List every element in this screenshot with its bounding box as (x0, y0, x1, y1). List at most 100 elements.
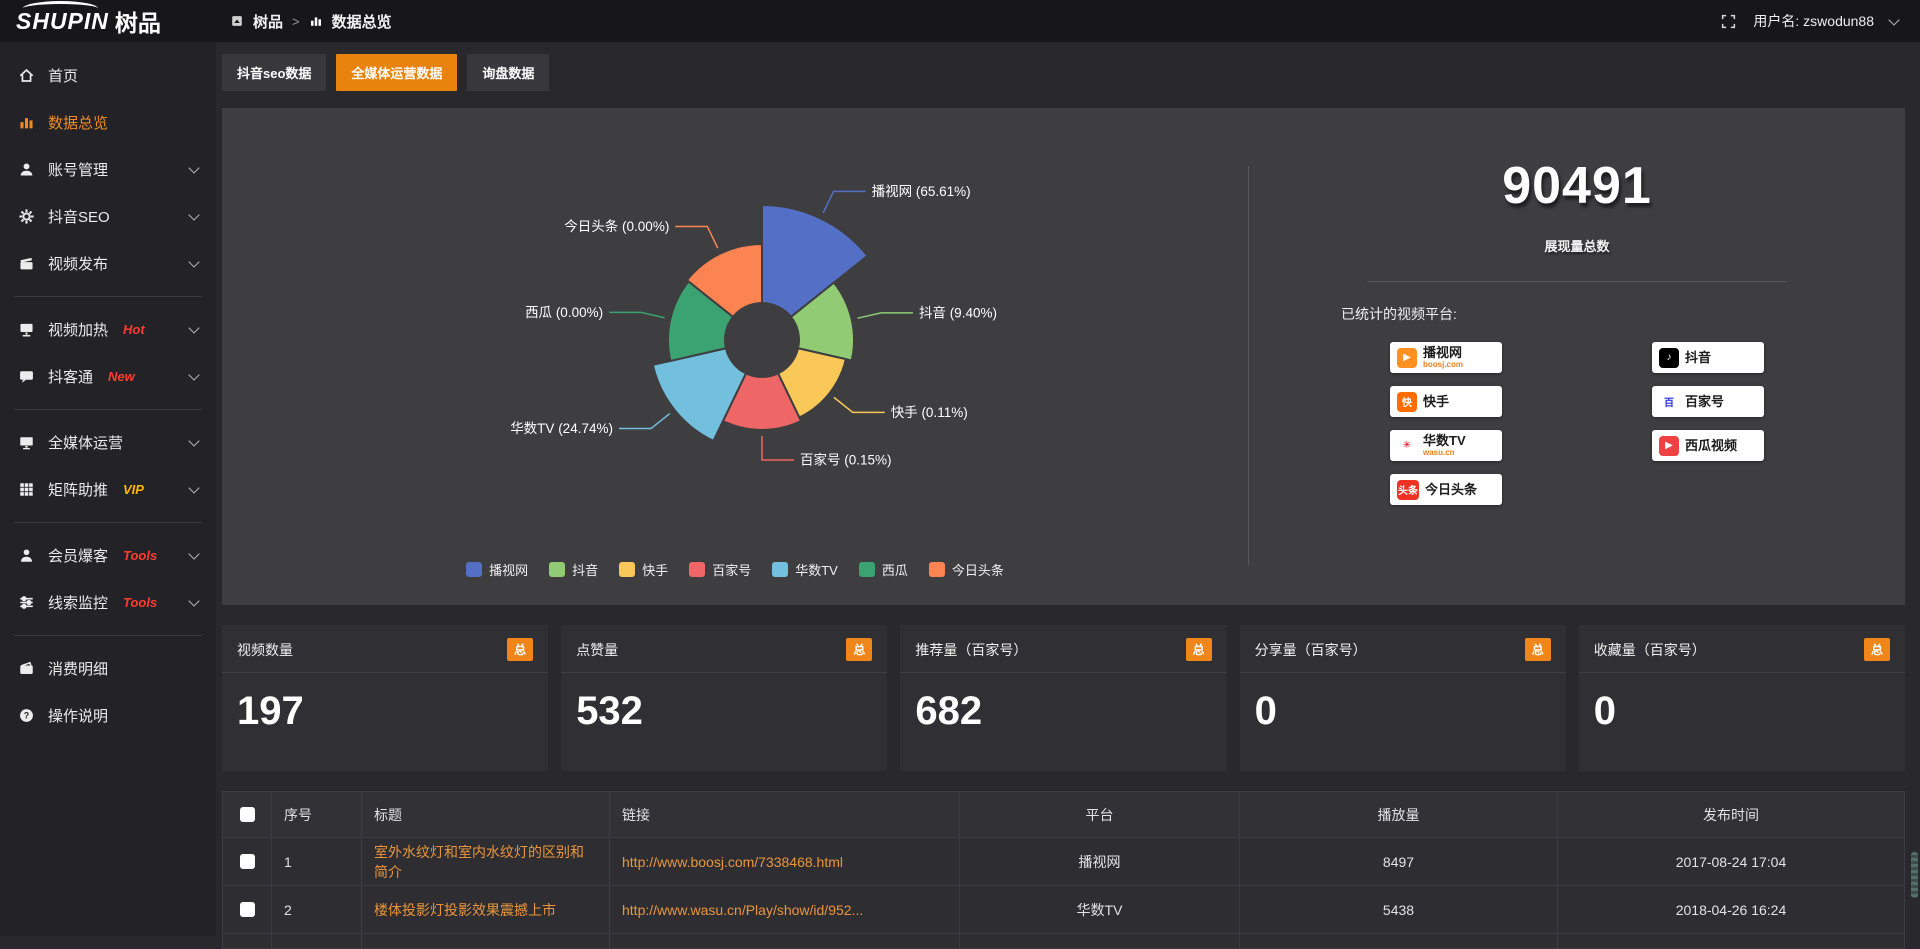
pie-label-line (618, 412, 671, 430)
col-time: 发布时间 (1557, 791, 1905, 838)
total-badge[interactable]: 总 (1863, 638, 1890, 661)
tab-all-media-data[interactable]: 全媒体运营数据 (336, 54, 458, 91)
pie-sector-百家号[interactable] (721, 372, 803, 431)
sidebar-item-label: 消费明细 (48, 661, 109, 678)
platform-column: ▶ 播视网 boosj.com 快快手 ✳ 华数TV wasu.cn 头条 今日头条 (1390, 342, 1502, 505)
col-plays: 播放量 (1239, 791, 1558, 838)
legend-swatch (466, 562, 483, 577)
username-label[interactable]: 用户名: zswodun88 (1753, 13, 1874, 29)
pie-sector-华数TV[interactable] (651, 347, 748, 443)
chevron-down-icon (188, 595, 200, 607)
col-title: 标题 (361, 791, 610, 838)
videos-table: 序号 标题 链接 平台 播放量 发布时间 1 室外水纹灯和室内水纹灯的区别和简介 h… (222, 791, 1905, 949)
topbar: SHUPIN 树品 树品 > 数据总览 用户名: zswodun88 (0, 0, 1920, 42)
pie-sector-抖音[interactable] (789, 281, 855, 362)
total-badge[interactable]: 总 (1524, 638, 1551, 661)
screen-icon (18, 321, 35, 338)
cell-time: 2018-04-26 16:24 (1557, 885, 1905, 934)
legend-item-西瓜[interactable]: 西瓜 (858, 560, 908, 579)
row-checkbox[interactable] (239, 854, 255, 869)
total-impressions-value: 90491 (1502, 157, 1652, 215)
chevron-down-icon[interactable] (1888, 13, 1900, 26)
tab-douyin-seo-data[interactable]: 抖音seo数据 (222, 54, 327, 91)
sidebar-item-douyin-seo[interactable]: 抖音SEO (0, 193, 216, 240)
stat-card-header: 视频数量 总 (222, 625, 549, 673)
pie-label-line (857, 312, 913, 319)
platform-badge-baijiahao[interactable]: 百百家号 (1652, 386, 1764, 417)
legend-item-抖音[interactable]: 抖音 (549, 560, 598, 579)
pie-label-line (822, 190, 866, 214)
sidebar-item-lead-monitor[interactable]: 线索监控 Tools (0, 579, 216, 626)
platform-name: 西瓜视频 (1685, 438, 1738, 453)
platform-badges: ▶ 播视网 boosj.com 快快手 ✳ 华数TV wasu.cn 头条 今日头条 ♪ 抖音百百家… (1249, 342, 1905, 505)
select-all-checkbox[interactable] (239, 807, 255, 822)
chevron-down-icon (188, 322, 200, 334)
platform-badge-toutiao[interactable]: 头条 今日头条 (1390, 474, 1502, 505)
menu-badge: Hot (123, 322, 145, 337)
stat-card-title: 分享量（百家号） (1254, 641, 1367, 658)
platform-badge-wasu[interactable]: ✳ 华数TV wasu.cn (1390, 430, 1502, 461)
cell-link[interactable]: http://www.boosj.com/7338468.html (609, 837, 960, 886)
cell-title[interactable]: 室外水纹灯和室内水纹灯的区别和简介 (361, 837, 610, 886)
breadcrumb-page[interactable]: 数据总览 (331, 13, 392, 31)
col-seq: 序号 (271, 791, 362, 838)
pie-sector-今日头条[interactable] (685, 242, 763, 319)
sidebar-item-label: 操作说明 (48, 708, 109, 725)
legend-item-华数TV[interactable]: 华数TV (772, 560, 838, 579)
cell-seq: 1 (271, 837, 362, 886)
sidebar-item-data-overview[interactable]: 数据总览 (0, 99, 216, 146)
stat-card-favorite-count: 收藏量（百家号） 总 0 (1578, 625, 1905, 771)
chevron-down-icon (188, 256, 200, 268)
sidebar-item-home[interactable]: 首页 (0, 52, 216, 99)
grid-icon (18, 481, 35, 498)
legend-item-百家号[interactable]: 百家号 (689, 560, 751, 579)
sidebar-item-operation-guide[interactable]: 操作说明 (0, 692, 216, 739)
platform-badge-douyin[interactable]: ♪ 抖音 (1652, 342, 1764, 373)
pie-label: 西瓜 (0.00%) (525, 305, 603, 320)
legend-item-今日头条[interactable]: 今日头条 (928, 560, 1004, 579)
cell-link[interactable]: http://www.wasu.cn/Play/show/id/952... (609, 885, 960, 934)
sidebar-item-video-publish[interactable]: 视频发布 (0, 240, 216, 287)
platform-badge-kuaishou[interactable]: 快快手 (1390, 386, 1502, 417)
sidebar-item-video-heat[interactable]: 视频加热 Hot (0, 306, 216, 353)
pie-label: 百家号 (0.15%) (800, 452, 892, 468)
pie-sector-快手[interactable] (776, 347, 848, 419)
monitor-icon (18, 434, 35, 451)
stat-card-title: 收藏量（百家号） (1593, 641, 1706, 658)
breadcrumb-app[interactable]: 树品 (253, 13, 284, 31)
platform-badge-boosj[interactable]: ▶ 播视网 boosj.com (1390, 342, 1502, 373)
total-badge[interactable]: 总 (846, 638, 873, 661)
tab-inquiry-data[interactable]: 询盘数据 (467, 54, 550, 91)
fullscreen-icon[interactable] (1720, 13, 1737, 30)
pie-label: 快手 (0.11%) (891, 405, 968, 420)
row-checkbox[interactable] (239, 902, 255, 917)
sidebar: 首页 数据总览 账号管理 抖音SEO 视频发布视频加热 Hot 抖客通 New 全媒体运营 矩阵助… (0, 42, 216, 936)
stat-card-title: 推荐量（百家号） (915, 641, 1028, 658)
person-icon (18, 547, 35, 564)
pie-sector-播视网[interactable] (761, 203, 869, 319)
legend-item-快手[interactable]: 快手 (619, 560, 668, 579)
platform-badge-xigua[interactable]: ▶ 西瓜视频 (1652, 430, 1764, 461)
sidebar-item-matrix-boost[interactable]: 矩阵助推 VIP (0, 466, 216, 513)
scrollbar[interactable] (1911, 852, 1918, 898)
table-row: 2 楼体投影灯投影效果震撼上市 http://www.wasu.cn/Play/sh… (222, 885, 1905, 934)
menu-badge: Tools (123, 595, 158, 610)
chevron-down-icon (188, 435, 200, 447)
sidebar-item-consume-detail[interactable]: 消费明细 (0, 645, 216, 692)
wallet-icon (18, 660, 35, 677)
legend-item-播视网[interactable]: 播视网 (466, 560, 528, 579)
sidebar-item-douketong[interactable]: 抖客通 New (0, 353, 216, 400)
pie-sector-西瓜[interactable] (667, 279, 735, 363)
legend-swatch (772, 562, 789, 577)
sidebar-item-all-media[interactable]: 全媒体运营 (0, 419, 216, 466)
cell-title[interactable]: 楼体投影灯投影效果震撼上市 (361, 885, 610, 934)
sidebar-item-member-burst[interactable]: 会员爆客 Tools (0, 532, 216, 579)
chart-icon (18, 114, 35, 131)
stat-card-value: 197 (237, 689, 304, 733)
total-badge[interactable]: 总 (507, 638, 534, 661)
toutiao-logo-icon: 头条 (1397, 479, 1419, 500)
stat-card-header: 推荐量（百家号） 总 (900, 625, 1227, 673)
cell-platform: 华数TV (959, 885, 1240, 934)
sidebar-item-account-management[interactable]: 账号管理 (0, 146, 216, 193)
total-badge[interactable]: 总 (1185, 638, 1212, 661)
